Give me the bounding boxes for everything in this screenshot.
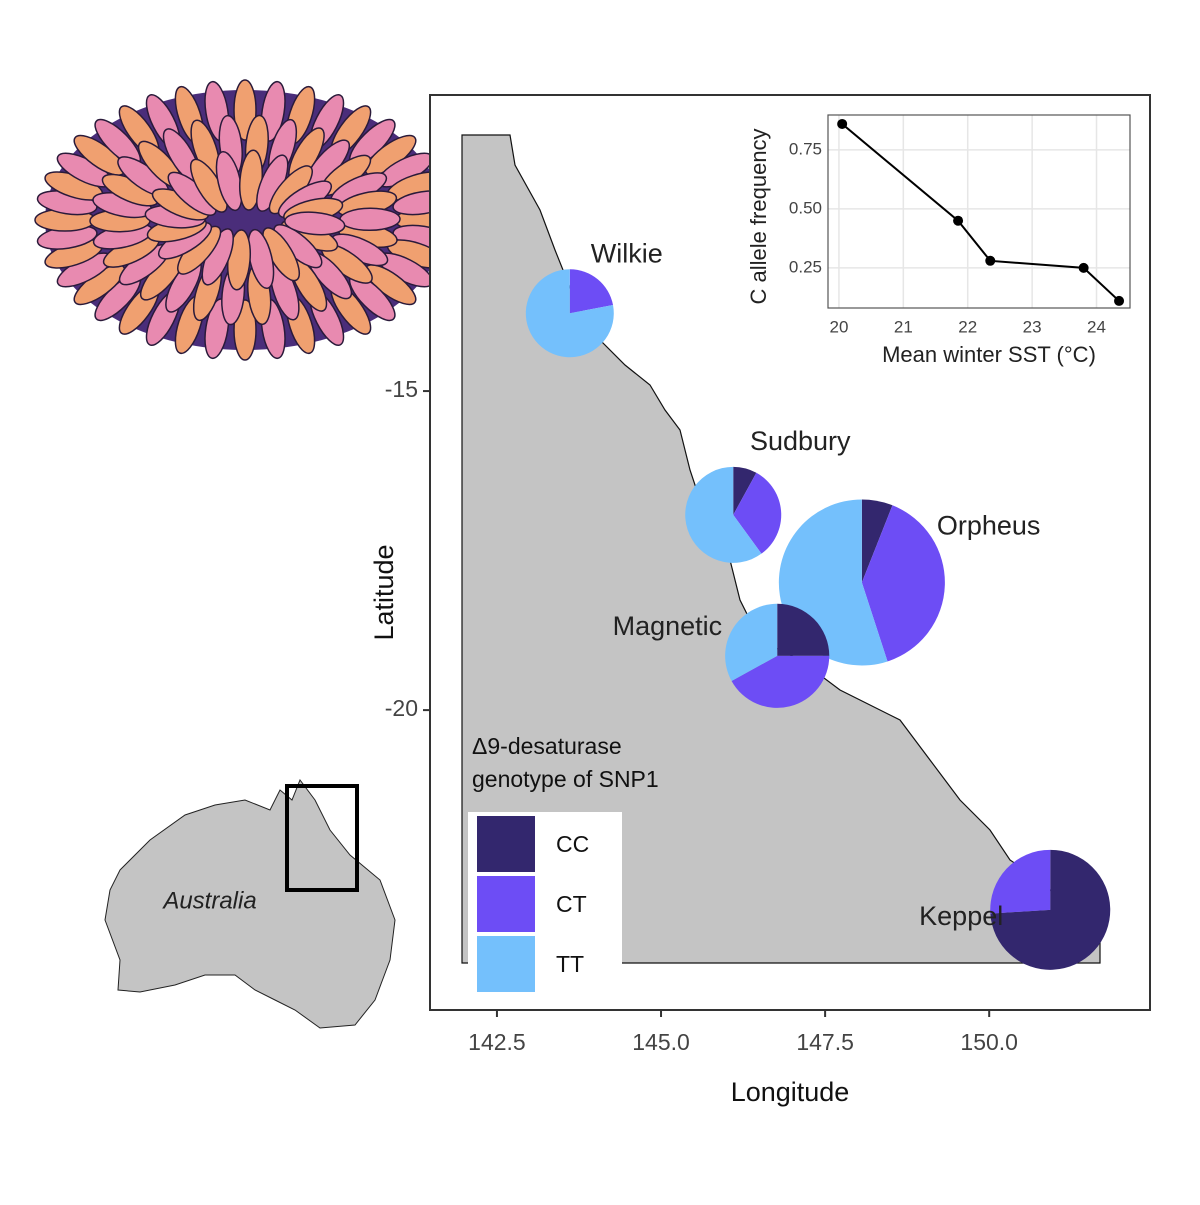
region-box [285,784,359,892]
pie-wedge [733,466,757,515]
point [1114,295,1125,306]
legend-swatch [477,936,535,992]
australia-label: Australia [161,887,256,914]
legend-swatch [477,816,535,872]
australia-shape [104,778,396,1029]
legend-label: TT [556,951,584,977]
coral-tentacle [339,207,401,232]
pie-wedge [725,603,778,681]
site-label: Wilkie [591,238,663,268]
site-label: Orpheus [937,511,1041,541]
inset-panel [827,114,1131,309]
y-axis-title: C allele frequency [746,128,771,304]
legend-swatch [477,876,535,932]
inset-layer: 20 21 22 23 24 0.25 0.50 0.75 Mean winter SST (°… [730,105,1140,385]
x-tick-label: 23 [1023,317,1042,336]
legend-label: CT [556,891,587,917]
legend-label: CC [556,831,589,857]
legend-title: Δ9-desaturase genotype of SNP1 [472,733,659,792]
x-tick-label: 24 [1087,317,1106,336]
y-axis-title: Latitude [369,544,399,640]
site-label: Sudbury [750,426,851,456]
point [953,215,964,226]
pie-wedge [990,849,1111,970]
pie-wedge [861,499,893,583]
pie-wedge [569,269,614,314]
pie-wedge [861,505,945,662]
y-tick-label: 0.50 [789,198,822,217]
pie-wedge [731,655,830,708]
point [985,255,996,266]
x-tick-label: 145.0 [632,1029,690,1055]
site-label: Keppel [919,901,1003,931]
coral-illustration [34,79,456,361]
pie-wedge [777,603,830,656]
inset-background [730,105,1140,385]
x-tick-label: 22 [958,317,977,336]
x-tick-label: 147.5 [796,1029,854,1055]
point [1078,262,1089,273]
pie-wedge [525,269,614,358]
pie-wedge [685,466,762,563]
map-layer: 142.5 145.0 147.5 150.0 -15 -20 Longitude Latit… [369,238,1111,1107]
pie-wedge [733,472,782,554]
y-tick-label: -15 [385,376,418,402]
x-tick-label: 142.5 [468,1029,526,1055]
site-label: Magnetic [613,611,723,641]
point [837,118,848,129]
y-tick-label: 0.75 [789,139,822,158]
x-tick-label: 21 [894,317,913,336]
x-tick-label: 150.0 [960,1029,1018,1055]
australia-inset: Australia [104,778,396,1029]
coral-tentacle [284,211,346,236]
x-axis-title: Longitude [731,1077,850,1107]
pie-wedge [990,849,1051,914]
x-tick-label: 20 [829,317,848,336]
y-tick-label: 0.25 [789,257,822,276]
y-tick-label: -20 [385,695,418,721]
x-axis-title: Mean winter SST (°C) [882,342,1096,367]
